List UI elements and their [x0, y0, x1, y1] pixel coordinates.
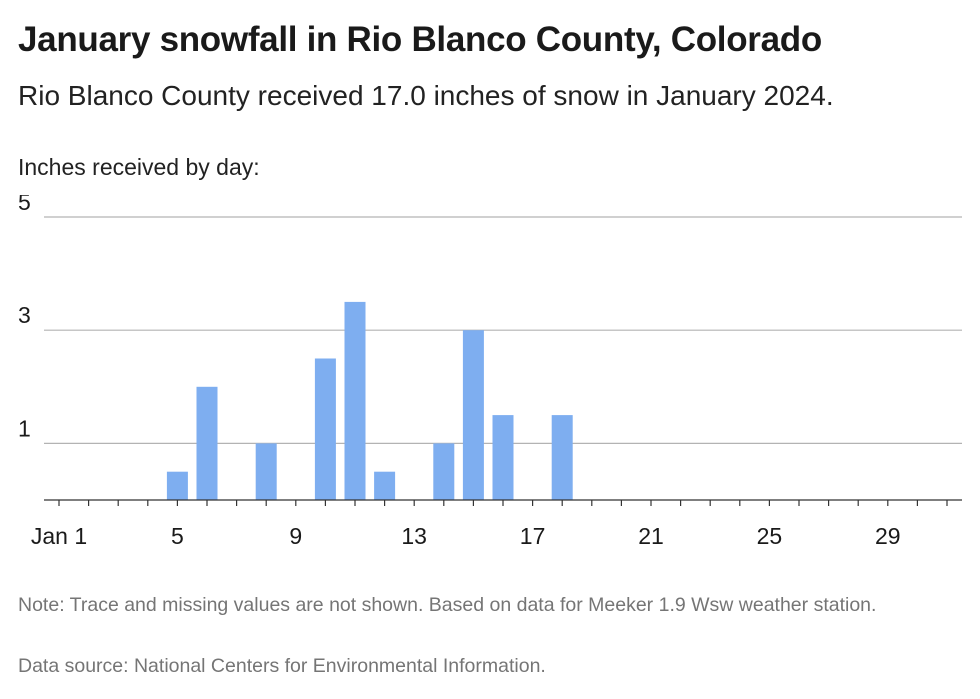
bar-day-8 — [255, 443, 277, 500]
bar-day-10 — [314, 358, 336, 500]
bars — [166, 301, 573, 500]
x-axis: Jan 1 5 9 13 17 21 25 29 — [31, 499, 962, 549]
bar-day-6 — [196, 386, 218, 500]
x-tick-label: Jan 1 — [31, 523, 87, 549]
bar-day-5 — [166, 471, 188, 500]
chart-note: Note: Trace and missing values are not s… — [18, 594, 877, 616]
x-tick-label: 5 — [171, 523, 184, 549]
y-tick-label: 1 — [18, 415, 31, 441]
bar-day-16 — [492, 415, 514, 500]
x-tick-label: 25 — [757, 523, 783, 549]
x-tick-label: 29 — [875, 523, 901, 549]
x-tick-label: 13 — [401, 523, 427, 549]
grid-lines: 1 3 5 — [18, 195, 962, 444]
bar-day-14 — [433, 443, 455, 500]
bar-day-12 — [374, 471, 396, 500]
bar-day-11 — [344, 301, 366, 500]
chart-title: January snowfall in Rio Blanco County, C… — [18, 20, 822, 59]
chart-subtitle: Rio Blanco County received 17.0 inches o… — [18, 80, 834, 111]
bar-day-18 — [551, 415, 573, 500]
y-tick-label: 3 — [18, 302, 31, 328]
y-tick-label: 5 — [18, 195, 31, 215]
snowfall-bar-chart: 135 Jan 1 5 9 13 17 21 25 29 — [18, 195, 962, 549]
bar-day-15 — [462, 330, 484, 500]
x-tick-label: 9 — [289, 523, 302, 549]
chart-source: Data source: National Centers for Enviro… — [18, 655, 546, 677]
x-tick-label: 17 — [520, 523, 546, 549]
y-axis-label: Inches received by day: — [18, 154, 260, 180]
x-tick-label: 21 — [638, 523, 664, 549]
